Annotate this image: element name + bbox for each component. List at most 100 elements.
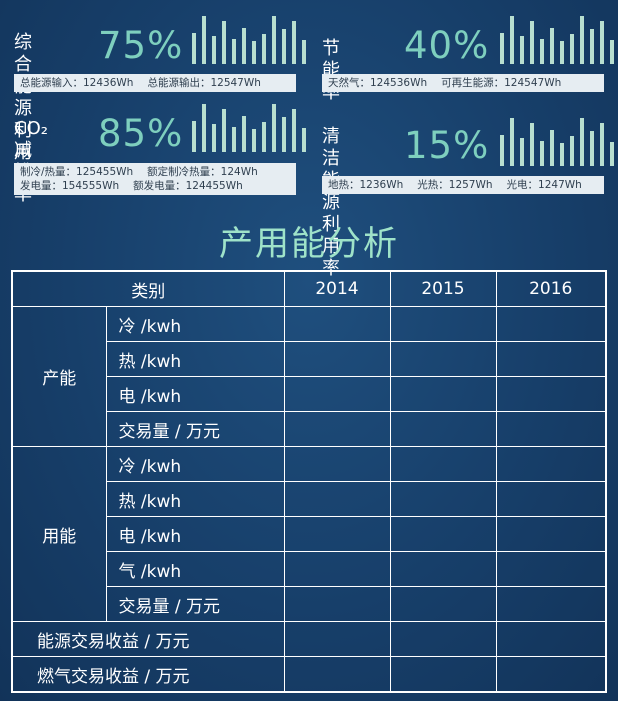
mini-bar [510,118,514,166]
mini-bar [282,117,286,152]
mini-bar [560,41,564,64]
card-title: 节能率 [322,38,340,103]
mini-bar [242,28,246,64]
mini-bar [500,135,504,166]
mini-bar-chart [192,14,312,64]
mini-bar [600,123,604,166]
row-label: 能源交易收益 / 万元 [11,621,285,657]
mini-bar [520,36,524,64]
header-category: 类别 [11,270,285,307]
data-cell [495,411,607,447]
data-cell [389,446,497,482]
card-stats: 制冷/热量：125455Wh 额定制冷热量：124Wh 发电量：154555Wh 额发… [14,163,296,195]
row-label: 交易量 / 万元 [105,411,285,447]
mini-bar [192,33,196,64]
data-cell [389,656,497,693]
mini-bar-chart [500,116,618,166]
mini-bar [292,109,296,152]
mini-bar [580,118,584,166]
mini-bar [520,138,524,166]
mini-bar [232,39,236,64]
table-row: 交易量 / 万元 [12,586,607,622]
data-cell [389,621,497,657]
mini-bar [222,21,226,64]
mini-bar [282,29,286,64]
mini-bar [272,16,276,64]
mini-bar [610,142,614,166]
data-cell [495,586,607,622]
mini-bar [202,104,206,152]
group-label-production: 产能 [11,306,107,447]
data-cell [389,376,497,412]
data-cell [389,586,497,622]
mini-bar [192,121,196,152]
row-label: 电 /kwh [105,516,285,552]
table-row: 产能 冷 /kwh [11,306,607,447]
mini-bar [232,127,236,152]
stat-text: 额发电量：124455Wh [133,180,243,192]
mini-bar [202,16,206,64]
data-cell [495,621,607,657]
data-cell [495,446,607,482]
header-year: 2016 [495,270,607,307]
card-percent: 75% [98,24,184,67]
row-label: 气 /kwh [105,551,285,587]
mini-bar [292,21,296,64]
stats-line: 天然气：124536Wh 可再生能源：124547Wh [328,76,598,90]
card-percent: 85% [98,112,184,155]
section-title: 产用能分析 [219,224,399,264]
stats-line: 地热：1236Wh 光热：1257Wh 光电：1247Wh [328,178,598,192]
data-cell [283,376,391,412]
row-label: 交易量 / 万元 [105,586,285,622]
data-cell [283,621,391,657]
mini-bar [500,33,504,64]
group-label-consumption: 用能 [11,446,107,622]
mini-bar [540,39,544,64]
data-cell [495,656,607,693]
data-cell [389,306,497,342]
stat-text: 总能源输出：12547Wh [147,77,261,89]
stat-text: 发电量：154555Wh [20,180,120,192]
stat-text: 制冷/热量：125455Wh [20,166,134,178]
mini-bar [252,129,256,152]
header-year: 2015 [389,270,497,307]
data-cell [495,516,607,552]
stats-line: 总能源输入：12436Wh 总能源输出：12547Wh [20,76,290,90]
row-label: 热 /kwh [105,341,285,377]
mini-bar [212,36,216,64]
data-cell [495,376,607,412]
table-row: 气 /kwh [12,551,607,587]
data-cell [389,411,497,447]
header-year: 2014 [283,270,391,307]
mini-bar [530,21,534,64]
mini-bar-chart [192,102,312,152]
card-stats: 天然气：124536Wh 可再生能源：124547Wh [322,74,604,92]
data-cell [283,411,391,447]
mini-bar [570,136,574,166]
mini-bar [590,131,594,166]
stat-text: 光热：1257Wh [417,179,493,191]
row-label: 燃气交易收益 / 万元 [11,656,285,693]
card-stats: 总能源输入：12436Wh 总能源输出：12547Wh [14,74,296,92]
stat-text: 可再生能源：124547Wh [441,77,562,89]
mini-bar [570,34,574,64]
stats-line: 制冷/热量：125455Wh 额定制冷热量：124Wh [20,165,290,179]
mini-bar [550,28,554,64]
table-header-row: 类别 2014 2015 2016 [11,270,607,307]
row-label: 冷 /kwh [105,306,285,342]
data-cell [283,446,391,482]
mini-bar [530,123,534,166]
mini-bar [540,141,544,166]
stat-text: 地热：1236Wh [328,179,404,191]
card-stats: 地热：1236Wh 光热：1257Wh 光电：1247Wh [322,176,604,194]
data-cell [283,516,391,552]
mini-bar [262,34,266,64]
mini-bar [252,41,256,64]
data-cell [495,481,607,517]
row-label: 热 /kwh [105,481,285,517]
data-cell [389,516,497,552]
table-row: 电 /kwh [12,516,607,552]
data-cell [283,341,391,377]
mini-bar [580,16,584,64]
mini-bar [302,40,306,64]
